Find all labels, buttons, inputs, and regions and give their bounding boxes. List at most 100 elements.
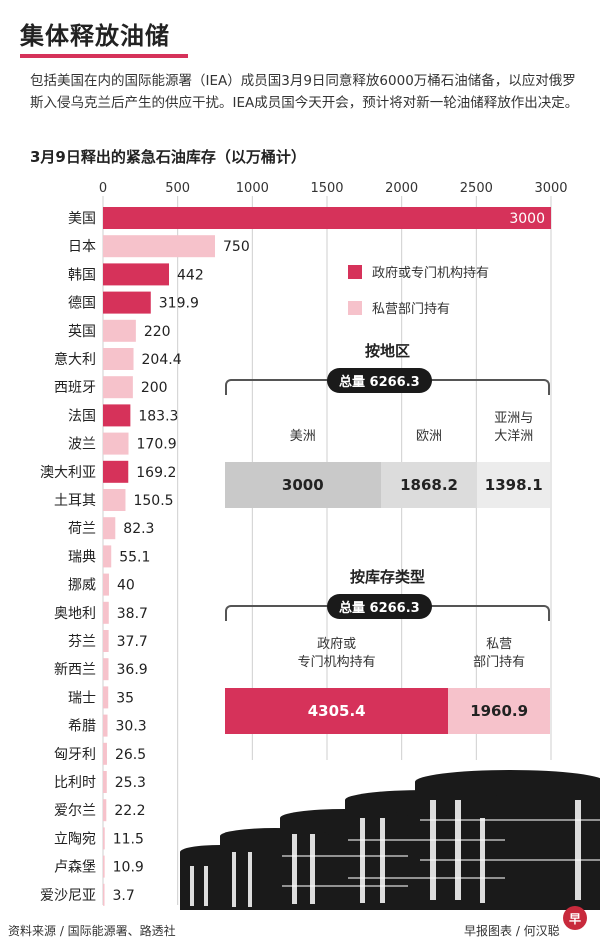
bar-value-label: 25.3 bbox=[115, 775, 146, 791]
category-label: 比利时 bbox=[54, 775, 96, 791]
category-label: 法国 bbox=[68, 408, 96, 424]
bar bbox=[103, 545, 112, 568]
category-label: 立陶宛 bbox=[54, 831, 96, 847]
bar bbox=[103, 263, 170, 286]
region-segment: 1868.2 bbox=[380, 462, 478, 508]
legend-gov-swatch bbox=[348, 264, 362, 279]
category-label: 芬兰 bbox=[68, 634, 96, 650]
category-label: 爱尔兰 bbox=[54, 803, 96, 819]
category-label: 奥地利 bbox=[54, 605, 96, 622]
bar-value-label: 319.9 bbox=[159, 296, 199, 312]
category-label: 荷兰 bbox=[68, 521, 96, 537]
bar bbox=[103, 489, 126, 511]
bar-value-label: 37.7 bbox=[117, 634, 148, 650]
bar bbox=[103, 460, 129, 483]
source-note: 资料来源 / 国际能源署、路透社 bbox=[8, 924, 176, 938]
category-label: 土耳其 bbox=[54, 493, 96, 509]
region-segment: 3000 bbox=[225, 462, 381, 508]
x-tick-label: 500 bbox=[165, 181, 190, 196]
category-label: 意大利 bbox=[54, 351, 96, 368]
bar bbox=[103, 771, 107, 793]
bar-value-label: 3.7 bbox=[113, 888, 135, 904]
bar-value-label: 35 bbox=[116, 690, 134, 706]
legend-private-label: 私营部门持有 bbox=[372, 302, 451, 317]
bar bbox=[103, 883, 105, 906]
region-total-pill: 总量 6266.3 bbox=[327, 368, 432, 393]
region-segment-header: 亚洲与 大洋洲 bbox=[494, 411, 534, 444]
bar-value-label: 220 bbox=[144, 324, 171, 340]
category-label: 爱沙尼亚 bbox=[40, 888, 96, 904]
oil-tanks-illustration bbox=[180, 760, 600, 910]
bar bbox=[103, 404, 131, 427]
x-tick-label: 1500 bbox=[310, 181, 343, 196]
legend-gov: 政府或专门机构持有 bbox=[348, 262, 489, 281]
bar-value-label: 10.9 bbox=[113, 860, 144, 876]
bar bbox=[103, 686, 109, 709]
type-total-pill: 总量 6266.3 bbox=[327, 594, 432, 619]
bar-value-label: 442 bbox=[177, 267, 204, 283]
bar bbox=[103, 855, 105, 878]
bar bbox=[103, 376, 133, 399]
category-label: 日本 bbox=[68, 239, 96, 255]
category-label: 德国 bbox=[68, 296, 96, 312]
type-panel-title: 按库存类型 bbox=[349, 568, 425, 586]
bar bbox=[103, 319, 136, 342]
category-label: 匈牙利 bbox=[54, 747, 96, 763]
type-segment: 4305.4 bbox=[225, 688, 449, 734]
category-label: 新西兰 bbox=[54, 662, 96, 678]
bar bbox=[103, 573, 109, 596]
credit-note: 早报图表 / 何汉聪 bbox=[464, 924, 560, 938]
bar bbox=[103, 517, 116, 540]
region-panel-title: 按地区 bbox=[364, 342, 410, 360]
bar bbox=[103, 742, 107, 765]
bar-value-label: 183.3 bbox=[138, 408, 178, 424]
bar-value-label: 204.4 bbox=[142, 352, 182, 368]
region-segment-header: 美洲 bbox=[289, 429, 316, 444]
legend-gov-label: 政府或专门机构持有 bbox=[372, 266, 490, 281]
bar bbox=[103, 658, 109, 681]
category-label: 波兰 bbox=[68, 437, 96, 453]
bar-value-label: 150.5 bbox=[133, 493, 173, 509]
category-label: 卢森堡 bbox=[54, 860, 96, 876]
bar bbox=[103, 348, 134, 370]
chart-title: 3月9日释出的紧急石油库存（以万桶计） bbox=[30, 148, 306, 166]
x-tick-label: 2000 bbox=[385, 181, 418, 196]
page-title: 集体释放油储 bbox=[20, 22, 170, 50]
title-underline bbox=[20, 54, 188, 58]
bar-value-label: 30.3 bbox=[116, 719, 147, 735]
bar-value-label: 55.1 bbox=[119, 549, 150, 565]
bar-value-label: 169.2 bbox=[136, 465, 176, 481]
legend-private: 私营部门持有 bbox=[348, 298, 450, 317]
bar bbox=[103, 601, 109, 624]
category-label: 挪威 bbox=[68, 578, 96, 594]
bar-value-label: 3000 bbox=[509, 211, 545, 227]
category-label: 美国 bbox=[68, 211, 96, 227]
bar bbox=[103, 799, 107, 822]
bar-value-label: 82.3 bbox=[123, 521, 154, 537]
x-tick-label: 3000 bbox=[534, 181, 567, 196]
region-segment-header: 欧洲 bbox=[416, 429, 443, 444]
bar bbox=[103, 291, 151, 314]
bar-value-label: 26.5 bbox=[115, 747, 146, 763]
zaobao-logo-icon: 早 bbox=[563, 906, 587, 930]
legend-private-swatch bbox=[348, 300, 362, 315]
category-label: 韩国 bbox=[68, 267, 96, 283]
bar-value-label: 38.7 bbox=[117, 606, 148, 622]
region-segment: 1398.1 bbox=[477, 462, 550, 508]
x-tick-label: 0 bbox=[99, 181, 107, 196]
category-label: 希腊 bbox=[68, 719, 96, 735]
bar bbox=[103, 235, 215, 258]
bar-value-label: 36.9 bbox=[117, 662, 148, 678]
type-segment-header: 私营 部门持有 bbox=[473, 637, 526, 670]
bar-value-label: 200 bbox=[141, 380, 168, 396]
bar-value-label: 750 bbox=[223, 239, 250, 255]
type-segment: 1960.9 bbox=[448, 688, 550, 734]
bar bbox=[103, 714, 108, 737]
bar-value-label: 170.9 bbox=[137, 437, 177, 453]
type-segment-header: 政府或 专门机构持有 bbox=[297, 637, 376, 670]
bar bbox=[103, 630, 109, 652]
bar-value-label: 40 bbox=[117, 578, 135, 594]
bar-value-label: 22.2 bbox=[114, 803, 145, 819]
category-label: 英国 bbox=[68, 323, 96, 340]
